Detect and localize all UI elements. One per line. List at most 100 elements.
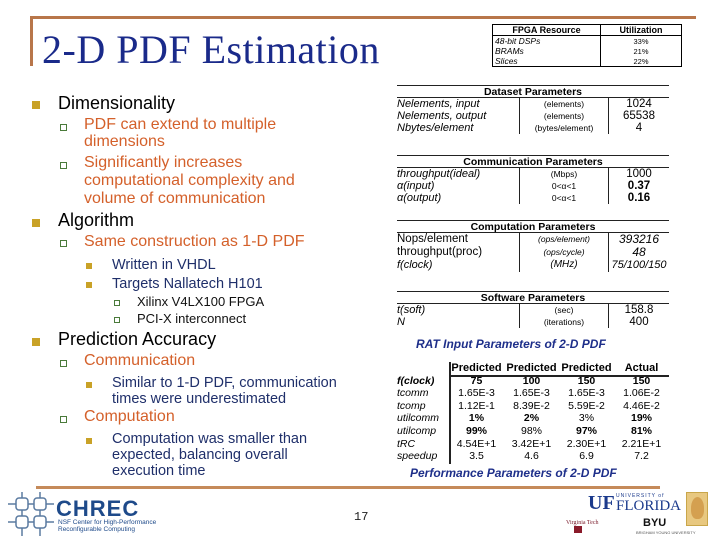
bullet-vhdl: Written in VHDL	[112, 257, 216, 273]
perf-horizontal-rule	[449, 375, 669, 377]
param-name: Nbytes/element	[397, 122, 474, 134]
uf-name: FLORIDA	[616, 498, 682, 514]
bullet-hollow-square-icon	[60, 360, 67, 367]
bullet-nallatech: Targets Nallatech H101	[112, 276, 263, 292]
perf-cell: 99%	[465, 424, 487, 437]
perf-cell: 2.30E+1	[566, 437, 607, 450]
perf-cell: 150	[632, 374, 651, 387]
param-unit: (ops/cycle)	[519, 246, 609, 259]
param-name: throughput(proc)	[397, 246, 483, 258]
perf-label: tRC	[397, 437, 416, 450]
bullet-comm-similar: Similar to 1-D PDF, communication	[112, 375, 337, 391]
vt-logo-text: Virginia Tech	[566, 520, 599, 526]
software-parameters-table: Software Parameters t(soft) (sec) 158.8 N (…	[397, 291, 669, 328]
param-value: 393216	[618, 232, 660, 246]
perf-cell: 2.21E+1	[621, 437, 662, 450]
param-name: throughput(ideal)	[397, 168, 481, 180]
bullet-comp-smaller: Computation was smaller than	[112, 431, 308, 447]
perf-cell: 1%	[468, 412, 485, 425]
bullet-complexity-cont1: computational complexity and	[84, 172, 295, 189]
perf-cell: 5.59E-2	[568, 399, 605, 412]
fpga-cell: 21%	[600, 46, 682, 56]
perf-row: utilcomm 1% 2% 3% 19%	[397, 412, 669, 425]
perf-cell: 1.65E-3	[568, 387, 605, 400]
param-value: 1024	[626, 98, 652, 110]
param-value: 48	[632, 245, 646, 259]
bullet-communication: Communication	[84, 352, 196, 369]
rat-caption: RAT Input Parameters of 2-D PDF	[416, 337, 606, 351]
computation-title: Computation Parameters	[397, 220, 669, 233]
bullet-algorithm: Algorithm	[58, 210, 135, 230]
performance-parameters-table: Predicted Predicted Predicted Actual f(c…	[397, 362, 669, 464]
uf-small-text: UNIVERSITY of	[616, 493, 665, 499]
uf-logo: UF UNIVERSITY of FLORIDA BYU BRIGHAM YOU…	[588, 492, 708, 538]
perf-label: utilcomp	[397, 424, 437, 437]
bullet-hollow-square-icon	[60, 162, 67, 169]
param-unit: (ops/element)	[519, 233, 609, 246]
perf-cell: 1.06E-2	[623, 387, 660, 400]
param-value: 1000	[626, 168, 652, 180]
param-unit: 0<α<1	[519, 180, 609, 192]
portrait-icon	[691, 497, 704, 519]
communication-parameters-table: Communication Parameters throughput(idea…	[397, 155, 669, 204]
param-unit: (elements)	[519, 98, 609, 110]
param-name: Nops/element	[397, 233, 468, 245]
fpga-cell: BRAMs	[495, 46, 524, 56]
top-rule-ext	[390, 16, 696, 19]
perf-cell: 98%	[520, 424, 542, 437]
chrec-grid-icon	[8, 492, 54, 536]
bullet-small-square-icon	[86, 263, 92, 269]
perf-row: tRC 4.54E+1 3.42E+1 2.30E+1 2.21E+1	[397, 438, 669, 451]
page-number: 17	[354, 510, 369, 524]
chrec-name: CHREC	[56, 496, 140, 521]
param-value: 0.16	[627, 192, 651, 204]
perf-cell: 97%	[575, 424, 597, 437]
param-unit: (Mbps)	[519, 168, 609, 180]
perf-cell: 75	[470, 374, 483, 387]
perf-cell: 4.46E-2	[623, 399, 660, 412]
perf-label: f(clock)	[397, 374, 435, 387]
computation-parameters-table: Computation Parameters Nops/element (ops/…	[397, 220, 669, 272]
param-value: 4	[635, 122, 643, 134]
perf-cell: 3.42E+1	[511, 437, 552, 450]
byu-subtitle: BRIGHAM YOUNG UNIVERSITY	[636, 530, 696, 535]
perf-cell: 1.65E-3	[458, 387, 495, 400]
bullet-square-icon	[32, 219, 40, 227]
bullet-tiny-hollow-square-icon	[114, 317, 120, 323]
uf-prefix: UF	[588, 492, 615, 514]
bullet-square-icon	[32, 101, 40, 109]
perf-label: speedup	[397, 450, 438, 463]
fpga-header-resource: FPGA Resource	[492, 24, 601, 36]
perf-cell: 3.5	[469, 450, 484, 463]
byu-logo: BYU	[643, 517, 667, 529]
perf-row: tcomm 1.65E-3 1.65E-3 1.65E-3 1.06E-2	[397, 387, 669, 400]
param-unit: (sec)	[519, 304, 609, 316]
perf-cell: 1.12E-1	[458, 399, 495, 412]
param-value: 75/100/150	[611, 259, 667, 271]
slide-title: 2-D PDF Estimation	[42, 27, 380, 72]
perf-caption: Performance Parameters of 2-D PDF	[410, 466, 617, 480]
title-rule-horizontal	[30, 16, 298, 19]
bullet-small-square-icon	[86, 282, 92, 288]
fpga-cell: 48-bit DSPs	[495, 36, 541, 46]
perf-cell: 2%	[523, 412, 540, 425]
dataset-parameters-table: Dataset Parameters Nelements, input (elem…	[397, 85, 669, 134]
param-unit: (elements)	[519, 110, 609, 122]
perf-cell: 150	[577, 374, 596, 387]
bullet-comp-smaller-cont1: expected, balancing overall	[112, 447, 288, 463]
software-title: Software Parameters	[397, 291, 669, 304]
perf-row: speedup 3.5 4.6 6.9 7.2	[397, 450, 669, 463]
param-unit: 0<α<1	[519, 192, 609, 204]
perf-label: utilcomm	[397, 412, 440, 425]
bullet-same-construction: Same construction as 1-D PDF	[84, 233, 305, 250]
fpga-cell: 33%	[600, 35, 682, 46]
chrec-line2: Reconfigurable Computing	[58, 526, 135, 533]
param-name: Nelements, input	[397, 98, 480, 110]
perf-row: utilcomp 99% 98% 97% 81%	[397, 425, 669, 438]
perf-header: Predicted	[506, 362, 557, 374]
perf-header: Predicted	[451, 362, 502, 374]
param-name: f(clock)	[397, 259, 433, 271]
bullet-small-square-icon	[86, 438, 92, 444]
bullet-pcix: PCI-X interconnect	[137, 311, 247, 326]
bullet-complexity-cont2: volume of communication	[84, 190, 266, 207]
